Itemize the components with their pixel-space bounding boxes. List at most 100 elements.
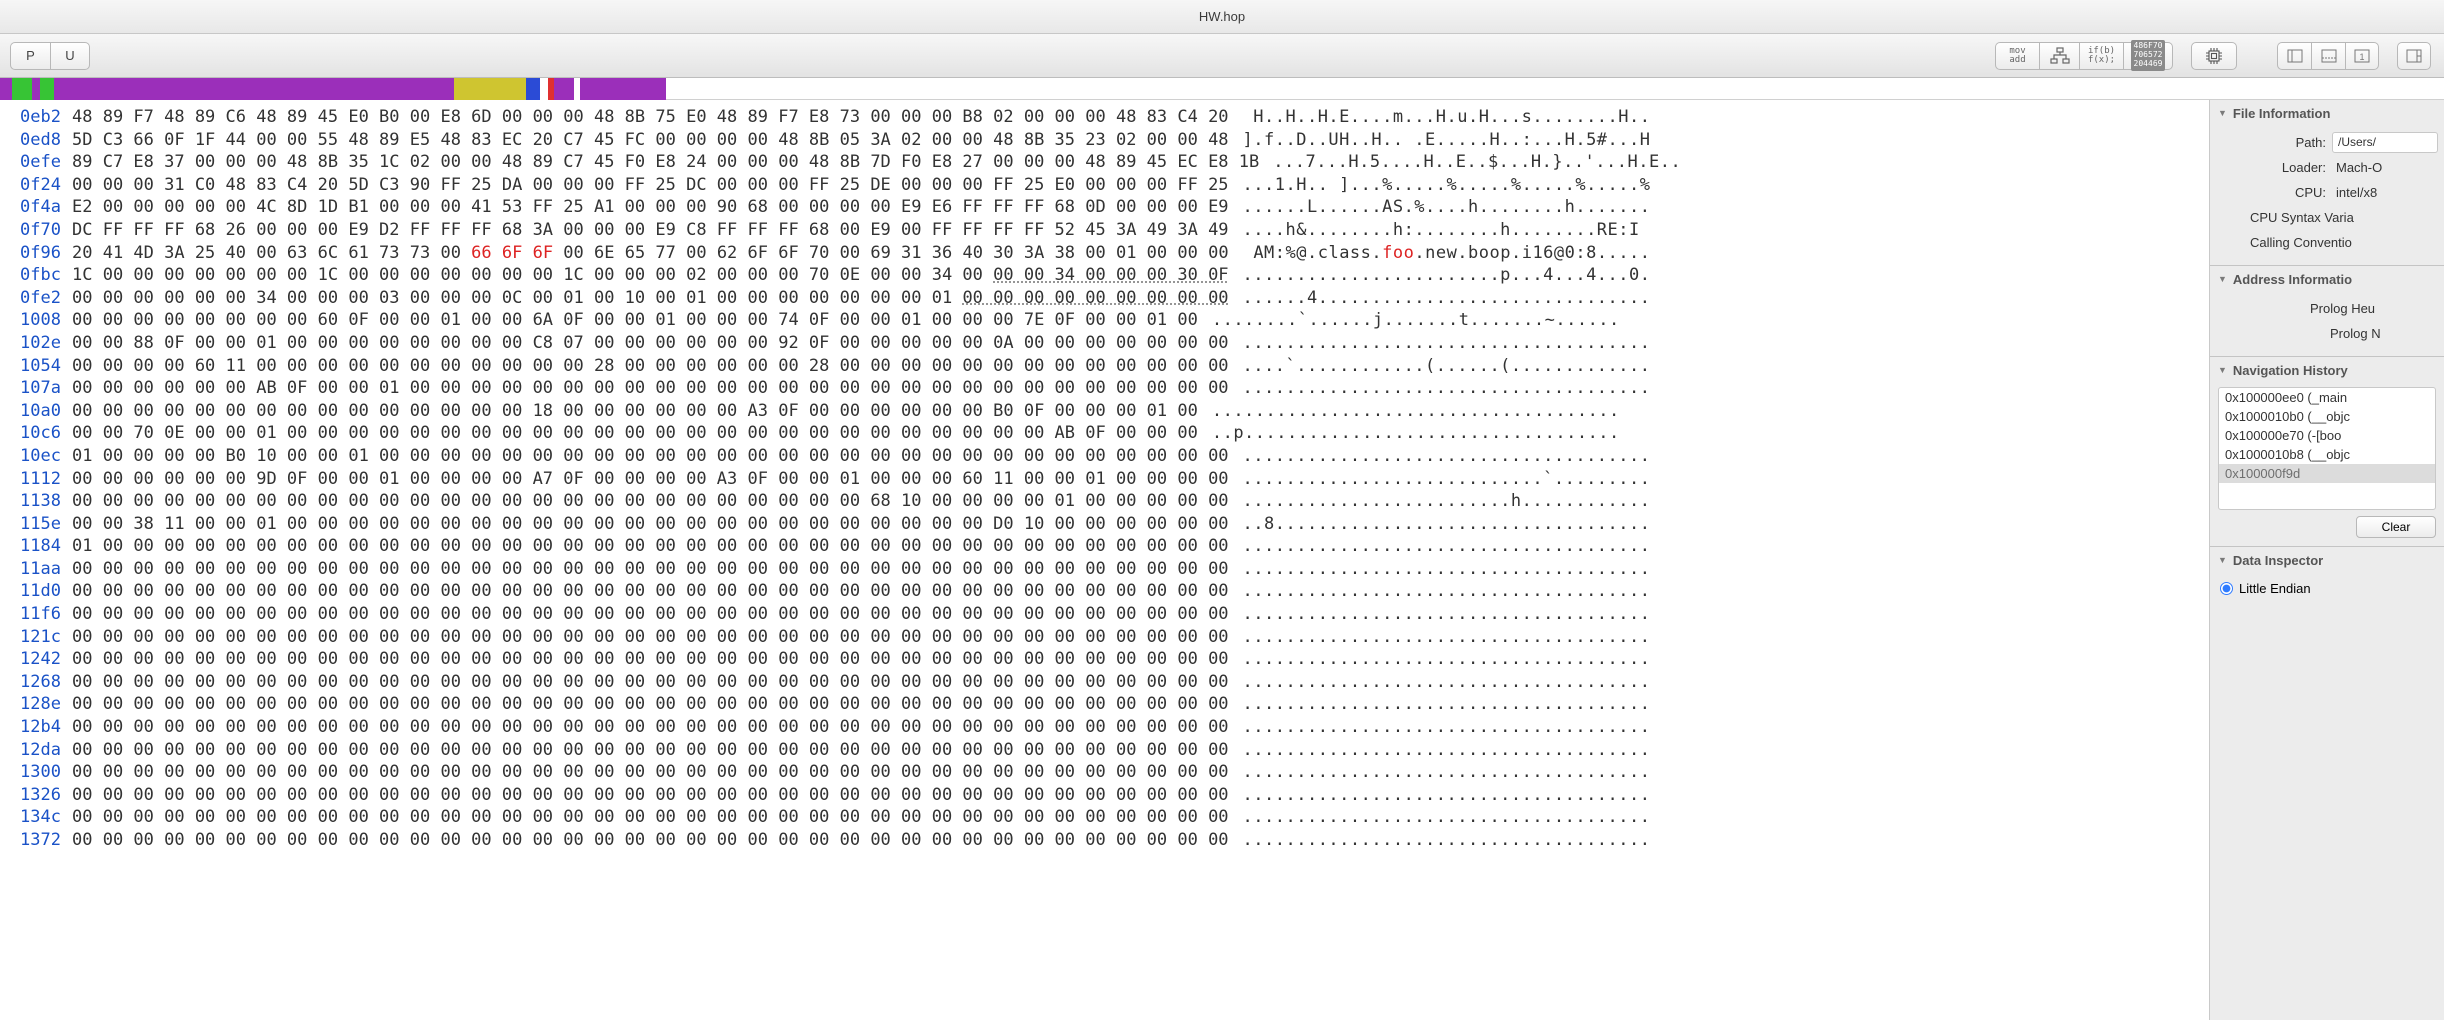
hex-bytes[interactable]: 00 00 00 00 00 00 00 00 00 00 00 00 00 0…	[72, 400, 1198, 423]
hex-bytes[interactable]: 00 00 00 00 00 00 00 00 00 00 00 00 00 0…	[72, 806, 1229, 829]
hex-bytes[interactable]: 00 00 00 00 00 00 00 00 00 00 00 00 00 0…	[72, 490, 1229, 513]
hex-bytes[interactable]: 20 41 4D 3A 25 40 00 63 6C 61 73 73 00 6…	[72, 242, 1229, 265]
hex-row[interactable]: 0fe200 00 00 00 00 00 34 00 00 00 03 00 …	[20, 287, 2209, 310]
hex-row[interactable]: 137200 00 00 00 00 00 00 00 00 00 00 00 …	[20, 829, 2209, 852]
hex-bytes[interactable]: 00 00 00 00 00 00 00 00 00 00 00 00 00 0…	[72, 580, 1229, 603]
pseudo-mode-button[interactable]: if(b) f(x);	[2079, 42, 2123, 70]
hex-bytes[interactable]: 00 00 00 00 00 00 00 00 00 00 00 00 00 0…	[72, 693, 1229, 716]
hex-bytes[interactable]: 00 00 00 00 00 00 00 00 00 00 00 00 00 0…	[72, 603, 1229, 626]
hex-row[interactable]: 130000 00 00 00 00 00 00 00 00 00 00 00 …	[20, 761, 2209, 784]
cfg-mode-button[interactable]	[2039, 42, 2079, 70]
hex-row[interactable]: 12da00 00 00 00 00 00 00 00 00 00 00 00 …	[20, 739, 2209, 762]
hex-view[interactable]: 0eb248 89 F7 48 89 C6 48 89 45 E0 B0 00 …	[0, 100, 2209, 1020]
hex-bytes[interactable]: 00 00 00 00 00 00 00 00 00 00 00 00 00 0…	[72, 716, 1229, 739]
layout-2-button[interactable]	[2311, 42, 2345, 70]
nav-segment[interactable]	[580, 78, 666, 100]
hex-row[interactable]: 118401 00 00 00 00 00 00 00 00 00 00 00 …	[20, 535, 2209, 558]
hex-bytes[interactable]: 00 00 00 00 00 00 00 00 00 00 00 00 00 0…	[72, 626, 1229, 649]
hex-bytes[interactable]: 01 00 00 00 00 00 00 00 00 00 00 00 00 0…	[72, 535, 1229, 558]
hex-row[interactable]: 0f4aE2 00 00 00 00 00 4C 8D 1D B1 00 00 …	[20, 196, 2209, 219]
hex-row[interactable]: 111200 00 00 00 00 00 9D 0F 00 00 01 00 …	[20, 468, 2209, 491]
hex-row[interactable]: 0f2400 00 00 31 C0 48 83 C4 20 5D C3 90 …	[20, 174, 2209, 197]
hex-row[interactable]: 134c00 00 00 00 00 00 00 00 00 00 00 00 …	[20, 806, 2209, 829]
hex-bytes[interactable]: 00 00 00 00 00 00 00 00 00 00 00 00 00 0…	[72, 671, 1229, 694]
hex-bytes[interactable]: 00 00 00 00 00 00 00 00 60 0F 00 00 01 0…	[72, 309, 1198, 332]
hex-row[interactable]: 115e00 00 38 11 00 00 01 00 00 00 00 00 …	[20, 513, 2209, 536]
hex-row[interactable]: 128e00 00 00 00 00 00 00 00 00 00 00 00 …	[20, 693, 2209, 716]
hex-bytes[interactable]: 00 00 00 00 00 00 00 00 00 00 00 00 00 0…	[72, 558, 1229, 581]
nav-history-item[interactable]: 0x100000f9d	[2219, 464, 2435, 483]
nav-segment[interactable]	[40, 78, 54, 100]
hex-bytes[interactable]: 00 00 00 00 00 00 00 00 00 00 00 00 00 0…	[72, 829, 1229, 852]
hex-row[interactable]: 107a00 00 00 00 00 00 AB 0F 00 00 01 00 …	[20, 377, 2209, 400]
hex-bytes[interactable]: 00 00 88 0F 00 00 01 00 00 00 00 00 00 0…	[72, 332, 1229, 355]
asm-mode-button[interactable]: mov add	[1995, 42, 2039, 70]
nav-segment[interactable]	[540, 78, 548, 100]
file-info-header[interactable]: File Information	[2210, 100, 2444, 126]
hex-bytes[interactable]: 00 00 00 00 00 00 00 00 00 00 00 00 00 0…	[72, 784, 1229, 807]
hex-bytes[interactable]: 00 00 00 00 00 00 AB 0F 00 00 01 00 00 0…	[72, 377, 1229, 400]
nav-history-list[interactable]: 0x100000ee0 (_main0x1000010b0 (__objc0x1…	[2218, 387, 2436, 510]
hex-row[interactable]: 100800 00 00 00 00 00 00 00 60 0F 00 00 …	[20, 309, 2209, 332]
hex-row[interactable]: 10ec01 00 00 00 00 B0 10 00 00 01 00 00 …	[20, 445, 2209, 468]
hex-row[interactable]: 105400 00 00 00 60 11 00 00 00 00 00 00 …	[20, 355, 2209, 378]
nav-segment[interactable]	[454, 78, 526, 100]
hex-bytes[interactable]: 48 89 F7 48 89 C6 48 89 45 E0 B0 00 E8 6…	[72, 106, 1229, 129]
hex-mode-button[interactable]: 486F70 706572 204469	[2123, 42, 2173, 70]
hex-bytes[interactable]: 00 00 38 11 00 00 01 00 00 00 00 00 00 0…	[72, 513, 1229, 536]
hex-row[interactable]: 124200 00 00 00 00 00 00 00 00 00 00 00 …	[20, 648, 2209, 671]
hex-bytes[interactable]: 01 00 00 00 00 B0 10 00 00 01 00 00 00 0…	[72, 445, 1229, 468]
hex-bytes[interactable]: 00 00 00 00 00 00 00 00 00 00 00 00 00 0…	[72, 739, 1229, 762]
p-button[interactable]: P	[10, 42, 50, 70]
hex-row[interactable]: 0f70DC FF FF FF 68 26 00 00 00 E9 D2 FF …	[20, 219, 2209, 242]
hex-bytes[interactable]: 00 00 00 31 C0 48 83 C4 20 5D C3 90 FF 2…	[72, 174, 1229, 197]
nav-segment[interactable]	[526, 78, 540, 100]
hex-bytes[interactable]: 00 00 00 00 00 00 00 00 00 00 00 00 00 0…	[72, 761, 1229, 784]
hex-bytes[interactable]: 5D C3 66 0F 1F 44 00 00 55 48 89 E5 48 8…	[72, 129, 1229, 152]
hex-row[interactable]: 0ed85D C3 66 0F 1F 44 00 00 55 48 89 E5 …	[20, 129, 2209, 152]
nav-history-header[interactable]: Navigation History	[2210, 357, 2444, 383]
nav-segment[interactable]	[554, 78, 574, 100]
path-field[interactable]: /Users/	[2332, 132, 2438, 153]
hex-bytes[interactable]: DC FF FF FF 68 26 00 00 00 E9 D2 FF FF F…	[72, 219, 1229, 242]
hex-bytes[interactable]: E2 00 00 00 00 00 4C 8D 1D B1 00 00 00 4…	[72, 196, 1229, 219]
hex-row[interactable]: 0f9620 41 4D 3A 25 40 00 63 6C 61 73 73 …	[20, 242, 2209, 265]
hex-row[interactable]: 121c00 00 00 00 00 00 00 00 00 00 00 00 …	[20, 626, 2209, 649]
hex-row[interactable]: 0fbc1C 00 00 00 00 00 00 00 1C 00 00 00 …	[20, 264, 2209, 287]
hex-bytes[interactable]: 00 00 00 00 60 11 00 00 00 00 00 00 00 0…	[72, 355, 1229, 378]
layout-1-button[interactable]	[2277, 42, 2311, 70]
navigation-strip[interactable]	[0, 78, 2444, 100]
cpu-button[interactable]	[2191, 42, 2237, 70]
hex-row[interactable]: 0eb248 89 F7 48 89 C6 48 89 45 E0 B0 00 …	[20, 106, 2209, 129]
hex-row[interactable]: 113800 00 00 00 00 00 00 00 00 00 00 00 …	[20, 490, 2209, 513]
layout-4-button[interactable]	[2397, 42, 2431, 70]
layout-3-button[interactable]: 1	[2345, 42, 2379, 70]
hex-row[interactable]: 126800 00 00 00 00 00 00 00 00 00 00 00 …	[20, 671, 2209, 694]
nav-history-item[interactable]: 0x1000010b0 (__objc	[2219, 407, 2435, 426]
hex-row[interactable]: 12b400 00 00 00 00 00 00 00 00 00 00 00 …	[20, 716, 2209, 739]
u-button[interactable]: U	[50, 42, 90, 70]
little-endian-radio[interactable]: Little Endian	[2210, 577, 2444, 600]
hex-bytes[interactable]: 00 00 70 0E 00 00 01 00 00 00 00 00 00 0…	[72, 422, 1198, 445]
hex-row[interactable]: 11d000 00 00 00 00 00 00 00 00 00 00 00 …	[20, 580, 2209, 603]
nav-segment[interactable]	[32, 78, 40, 100]
clear-button[interactable]: Clear	[2356, 516, 2436, 538]
nav-segment[interactable]	[0, 78, 12, 100]
hex-bytes[interactable]: 00 00 00 00 00 00 00 00 00 00 00 00 00 0…	[72, 648, 1229, 671]
nav-segment[interactable]	[12, 78, 32, 100]
hex-bytes[interactable]: 1C 00 00 00 00 00 00 00 1C 00 00 00 00 0…	[72, 264, 1229, 287]
address-info-header[interactable]: Address Informatio	[2210, 266, 2444, 292]
hex-bytes[interactable]: 00 00 00 00 00 00 34 00 00 00 03 00 00 0…	[72, 287, 1229, 310]
hex-row[interactable]: 102e00 00 88 0F 00 00 01 00 00 00 00 00 …	[20, 332, 2209, 355]
nav-segment[interactable]	[54, 78, 454, 100]
nav-history-item[interactable]: 0x100000e70 (-[boo	[2219, 426, 2435, 445]
hex-row[interactable]: 0efe89 C7 E8 37 00 00 00 48 8B 35 1C 02 …	[20, 151, 2209, 174]
data-inspector-header[interactable]: Data Inspector	[2210, 547, 2444, 573]
hex-row[interactable]: 10c600 00 70 0E 00 00 01 00 00 00 00 00 …	[20, 422, 2209, 445]
nav-history-item[interactable]: 0x1000010b8 (__objc	[2219, 445, 2435, 464]
hex-bytes[interactable]: 00 00 00 00 00 00 9D 0F 00 00 01 00 00 0…	[72, 468, 1229, 491]
hex-row[interactable]: 132600 00 00 00 00 00 00 00 00 00 00 00 …	[20, 784, 2209, 807]
hex-row[interactable]: 11f600 00 00 00 00 00 00 00 00 00 00 00 …	[20, 603, 2209, 626]
nav-history-item[interactable]: 0x100000ee0 (_main	[2219, 388, 2435, 407]
hex-row[interactable]: 10a000 00 00 00 00 00 00 00 00 00 00 00 …	[20, 400, 2209, 423]
